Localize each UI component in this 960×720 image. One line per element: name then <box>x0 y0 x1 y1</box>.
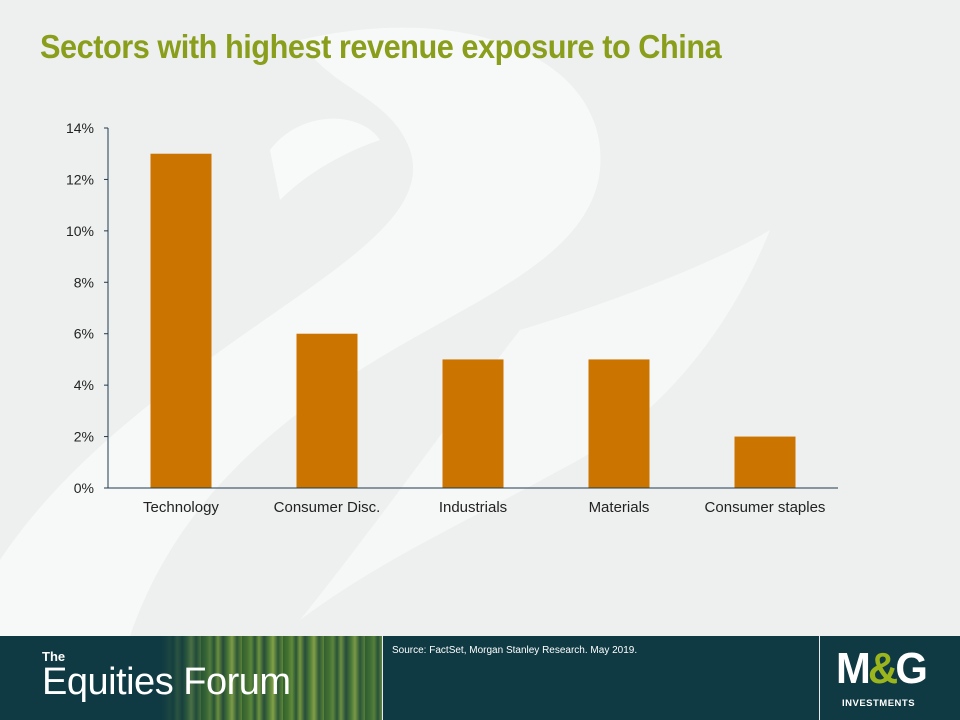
y-tick-label: 12% <box>66 171 94 187</box>
footer-divider <box>382 636 383 720</box>
y-tick-label: 2% <box>74 429 94 445</box>
y-tick-label: 0% <box>74 480 94 496</box>
logo-m: M <box>836 644 871 693</box>
brand-prefix: The <box>42 649 66 664</box>
x-category-label: Consumer staples <box>705 499 826 516</box>
bar <box>588 359 650 488</box>
bar <box>442 359 504 488</box>
bar <box>296 333 358 488</box>
logo-subtitle: INVESTMENTS <box>842 698 916 709</box>
y-tick-label: 14% <box>66 120 94 136</box>
bar <box>734 436 796 488</box>
footer-stripes-decoration <box>160 636 382 720</box>
y-tick-label: 10% <box>66 223 94 239</box>
footer-divider <box>819 636 820 720</box>
brand-name: Equities Forum <box>42 661 291 703</box>
bar-chart: 0% 2% 4% 6% 8% 10% 12% 14% Technology Consumer D… <box>66 120 838 516</box>
logo-ampersand: & <box>867 644 898 693</box>
background-swirl-decoration <box>270 118 380 200</box>
footer-bar: The Equities Forum Source: FactSet, Morg… <box>0 636 960 720</box>
source-note: Source: FactSet, Morgan Stanley Research… <box>392 645 638 656</box>
y-tick-label: 4% <box>74 377 94 393</box>
x-category-label: Industrials <box>439 499 507 516</box>
x-category-label: Consumer Disc. <box>274 499 381 516</box>
x-category-label: Materials <box>589 499 650 516</box>
page-title: Sectors with highest revenue exposure to… <box>40 28 722 65</box>
logo-wordmark: M&G <box>836 644 928 694</box>
y-tick-label: 8% <box>74 274 94 290</box>
bar <box>150 153 212 488</box>
logo-g: G <box>895 644 928 693</box>
y-tick-label: 6% <box>74 326 94 342</box>
x-category-label: Technology <box>143 499 219 516</box>
mg-investments-logo: M&G INVESTMENTS <box>830 644 950 714</box>
